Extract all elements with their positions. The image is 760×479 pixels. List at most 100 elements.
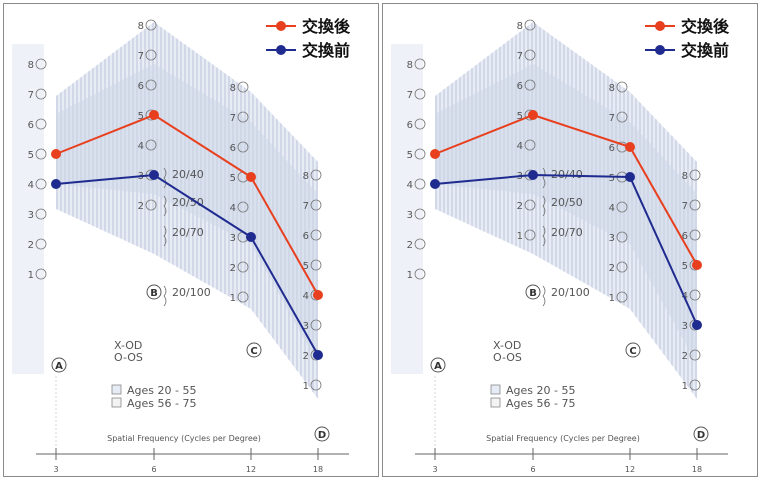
column-letter-circle (430, 357, 446, 373)
column-scale-marker (145, 79, 157, 91)
column-scale-label: 7 (138, 51, 144, 62)
series-point-before (246, 232, 256, 242)
column-scale-label: 4 (303, 291, 309, 302)
column-scale-label: 7 (303, 201, 309, 212)
series-point-after (430, 149, 440, 159)
legend-marker (655, 45, 665, 55)
acuity-label: 20/50 (551, 196, 583, 209)
column-letter-circle (246, 342, 262, 358)
column-scale-label: 8 (303, 171, 309, 182)
series-line-before (55, 173, 319, 356)
age-swatch (111, 397, 122, 408)
column-scale-marker (310, 319, 322, 331)
acuity-brace (542, 285, 546, 307)
column-scale-marker (414, 208, 426, 220)
series-point-after (149, 110, 159, 120)
column-scale-marker (35, 118, 47, 130)
column-scale-label: 8 (230, 83, 236, 94)
column-scale-label: 4 (407, 180, 413, 191)
column-scale-label: 3 (407, 210, 413, 221)
column-scale-label: 5 (138, 111, 144, 122)
column-scale-label: 5 (407, 150, 413, 161)
column-scale-label: 5 (28, 150, 34, 161)
column-scale-marker (35, 208, 47, 220)
contrast-chart-left: 123456782345678123456781234567820/4020/5… (12, 17, 351, 474)
column-letter-circle (146, 284, 162, 300)
column-scale-label: 1 (609, 293, 615, 304)
column-scale-label: 2 (138, 201, 144, 212)
column-scale-marker (414, 268, 426, 280)
column-scale-label: 3 (28, 210, 34, 221)
acuity-brace (163, 195, 167, 217)
column-scale-label: 4 (230, 203, 236, 214)
x-tick-label: 12 (625, 465, 635, 474)
column-scale-label: 6 (517, 81, 523, 92)
acuity-brace (542, 195, 546, 217)
column-scale-marker (616, 81, 628, 93)
acuity-label: 20/100 (551, 286, 590, 299)
column-scale-marker (524, 229, 536, 241)
column-scale-marker (237, 81, 249, 93)
age-group-label: Ages 20 - 55 (506, 384, 575, 397)
column-scale-label: 7 (609, 113, 615, 124)
x-tick-label: 3 (432, 465, 437, 474)
column-scale-marker (689, 349, 701, 361)
column-scale-label: 8 (138, 21, 144, 32)
legend-marker (276, 45, 286, 55)
column-scale-label: 8 (28, 60, 34, 71)
contrast-chart-right: 1234567812345678123456781234567820/4020/… (391, 17, 730, 474)
series-point-before (313, 350, 323, 360)
column-letter: B (529, 288, 537, 299)
column-scale-marker (145, 19, 157, 31)
acuity-brace (163, 225, 167, 247)
column-scale-marker (616, 261, 628, 273)
age-swatch (111, 384, 122, 395)
column-scale-label: 4 (28, 180, 34, 191)
column-scale-label: 7 (28, 90, 34, 101)
eye-note: X-OD (114, 339, 142, 352)
series-point-before (149, 170, 159, 180)
column-scale-label: 5 (517, 111, 523, 122)
eye-note: O-OS (114, 351, 143, 364)
series-point-before (625, 172, 635, 182)
column-scale-label: 5 (303, 261, 309, 272)
column-scale-label: 4 (138, 141, 144, 152)
column-scale-marker (414, 178, 426, 190)
column-scale-label: 2 (230, 263, 236, 274)
column-scale-marker (414, 238, 426, 250)
column-scale-marker (414, 58, 426, 70)
column-scale-label: 1 (682, 381, 688, 392)
column-scale-marker (616, 291, 628, 303)
column-scale-label: 4 (517, 141, 523, 152)
acuity-label: 20/100 (172, 286, 211, 299)
column-scale-marker (35, 148, 47, 160)
column-scale-marker (310, 169, 322, 181)
column-scale-marker (616, 201, 628, 213)
column-scale-label: 3 (230, 233, 236, 244)
column-scale-label: 2 (609, 263, 615, 274)
column-scale-marker (524, 49, 536, 61)
legend-label: 交換前 (681, 41, 729, 60)
column-scale-label: 6 (682, 231, 688, 242)
legend-label: 交換前 (302, 41, 350, 60)
acuity-label: 20/70 (172, 226, 204, 239)
column-scale-label: 3 (303, 321, 309, 332)
acuity-label: 20/40 (172, 168, 204, 181)
x-axis-title: Spatial Frequency (Cycles per Degree) (107, 434, 261, 443)
column-letter: D (318, 430, 326, 441)
column-scale-marker (524, 79, 536, 91)
column-scale-label: 5 (230, 173, 236, 184)
column-scale-marker (237, 201, 249, 213)
norm-band-younger (56, 64, 318, 364)
column-scale-label: 5 (609, 173, 615, 184)
column-scale-label: 1 (28, 270, 34, 281)
legend-marker (276, 21, 286, 31)
column-scale-label: 6 (303, 231, 309, 242)
column-scale-marker (414, 88, 426, 100)
legend-marker (655, 21, 665, 31)
column-letter: C (629, 346, 636, 357)
column-letter-circle (525, 284, 541, 300)
column-scale-label: 4 (609, 203, 615, 214)
column-letter-circle (314, 426, 330, 442)
acuity-brace (163, 285, 167, 307)
